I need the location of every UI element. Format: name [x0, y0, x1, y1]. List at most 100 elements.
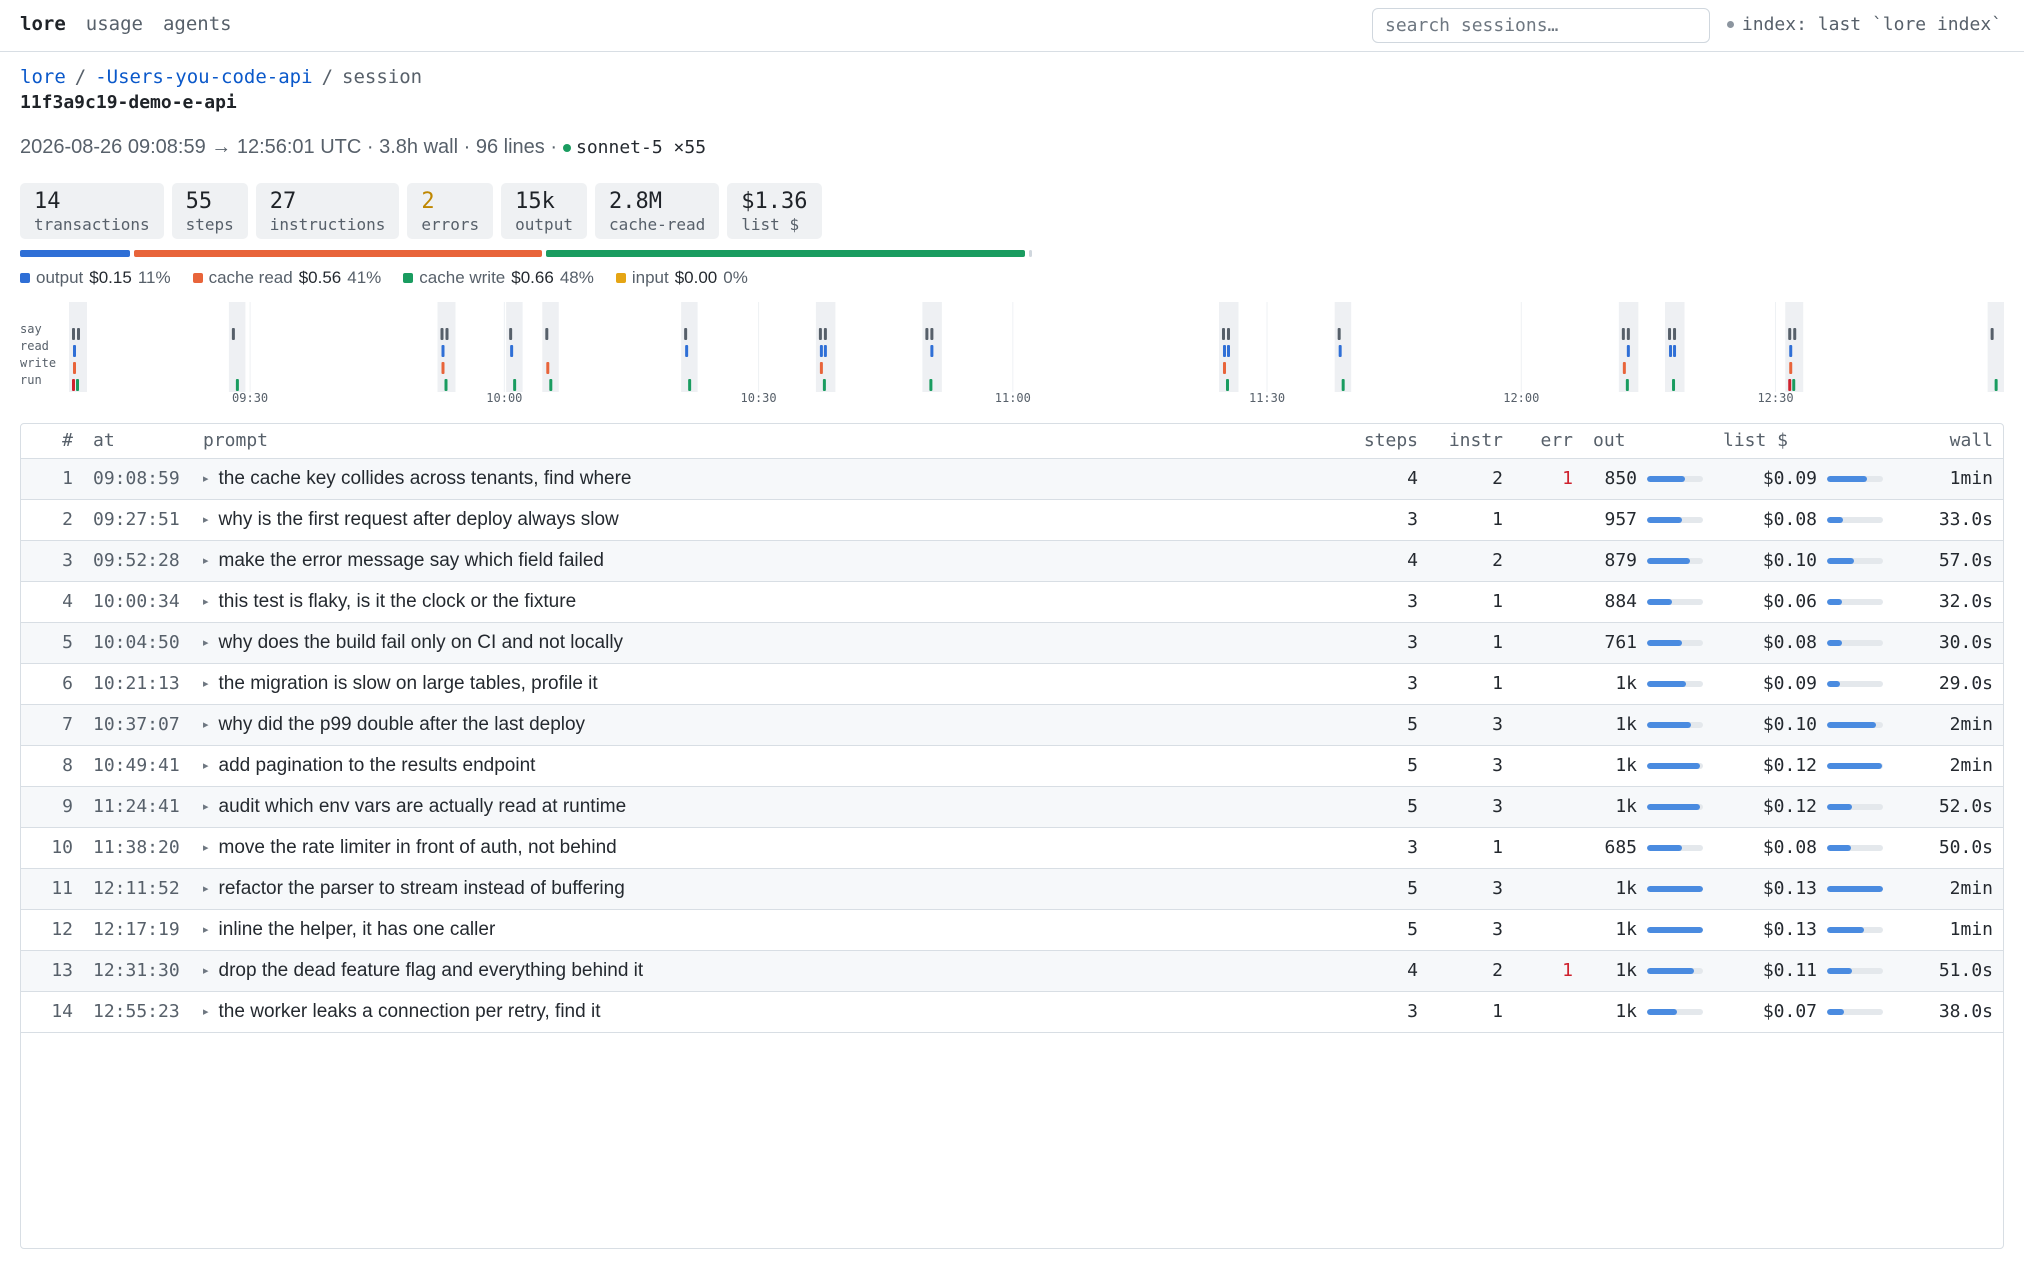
row-steps: 5 [1343, 704, 1428, 746]
row-prompt: why is the first request after deploy al… [218, 508, 619, 530]
search-input[interactable] [1372, 8, 1710, 43]
timeline-transaction-band[interactable] [228, 302, 246, 392]
timeline-tick-label: 12:00 [1503, 391, 1539, 405]
table-row[interactable]: 6 10:21:13 ▸ the migration is slow on large… [21, 663, 2003, 705]
expand-caret-icon[interactable]: ▸ [203, 513, 209, 526]
row-err [1513, 868, 1583, 910]
row-prompt-cell[interactable]: ▸ why does the build fail only on CI and … [193, 622, 1343, 664]
table-row[interactable]: 12 12:17:19 ▸ inline the helper, it has one… [21, 909, 2003, 951]
breadcrumb-root[interactable]: lore [20, 66, 66, 88]
stat-value: 2.8M [608, 189, 662, 214]
timeline-mark-say [925, 328, 929, 340]
timeline-transaction-band[interactable] [1785, 302, 1804, 392]
expand-caret-icon[interactable]: ▸ [203, 677, 209, 690]
row-out-cell: 884 [1583, 581, 1713, 623]
col-header-wall[interactable]: wall [1893, 424, 2003, 459]
nav-link-usage[interactable]: usage [85, 13, 143, 35]
legend-name: input [631, 268, 669, 287]
table-row[interactable]: 3 09:52:28 ▸ make the error message say whi… [21, 540, 2003, 582]
col-header-prompt[interactable]: prompt [193, 424, 1343, 459]
expand-caret-icon[interactable]: ▸ [203, 841, 209, 854]
table-row[interactable]: 8 10:49:41 ▸ add pagination to the results … [21, 745, 2003, 787]
expand-caret-icon[interactable]: ▸ [203, 595, 209, 608]
expand-caret-icon[interactable]: ▸ [203, 636, 209, 649]
expand-caret-icon[interactable]: ▸ [203, 1005, 209, 1018]
table-row[interactable]: 13 12:31:30 ▸ drop the dead feature flag an… [21, 950, 2003, 992]
row-prompt-cell[interactable]: ▸ why is the first request after deploy a… [193, 499, 1343, 541]
expand-caret-icon[interactable]: ▸ [203, 882, 209, 895]
legend-pct: 41% [347, 268, 382, 287]
expand-caret-icon[interactable]: ▸ [203, 472, 209, 485]
table-row[interactable]: 2 09:27:51 ▸ why is the first request after… [21, 499, 2003, 541]
col-header-list-cost[interactable]: list $ [1713, 424, 1893, 459]
cost-bar-fill [1827, 557, 1854, 564]
col-header-at[interactable]: at [83, 424, 193, 459]
row-time: 10:37:07 [83, 704, 193, 746]
row-index: 13 [21, 950, 83, 992]
row-prompt-cell[interactable]: ▸ the migration is slow on large tables, … [193, 663, 1343, 705]
timeline-mark-read [1226, 345, 1230, 357]
top-bar: lore usage agents index: last `lore inde… [0, 0, 2024, 52]
stat-value: 55 [185, 189, 213, 214]
expand-caret-icon[interactable]: ▸ [203, 718, 209, 731]
row-out: 1k [1615, 960, 1637, 981]
stat-label: transactions [34, 215, 150, 234]
row-prompt-cell[interactable]: ▸ why did the p99 double after the last d… [193, 704, 1343, 746]
row-prompt-cell[interactable]: ▸ the worker leaks a connection per retry… [193, 991, 1343, 1033]
col-header-out[interactable]: out [1583, 424, 1713, 459]
row-prompt-cell[interactable]: ▸ this test is flaky, is it the clock or … [193, 581, 1343, 623]
row-err [1513, 622, 1583, 664]
row-wall: 1min [1893, 458, 2003, 500]
row-out: 1k [1615, 673, 1637, 694]
row-cost-cell: $0.10 [1713, 704, 1893, 746]
timeline-transaction-band[interactable] [1987, 302, 2004, 392]
row-prompt-cell[interactable]: ▸ refactor the parser to stream instead o… [193, 868, 1343, 910]
table-row[interactable]: 10 11:38:20 ▸ move the rate limiter in fron… [21, 827, 2003, 869]
breadcrumb-project[interactable]: -Users-you-code-api [95, 66, 313, 88]
expand-caret-icon[interactable]: ▸ [203, 923, 209, 936]
table-row[interactable]: 14 12:55:23 ▸ the worker leaks a connection… [21, 991, 2003, 1033]
nav-link-agents[interactable]: agents [162, 13, 232, 35]
table-row[interactable]: 9 11:24:41 ▸ audit which env vars are actua… [21, 786, 2003, 828]
timeline-transaction-band[interactable] [69, 302, 87, 392]
expand-caret-icon[interactable]: ▸ [203, 759, 209, 772]
timeline-transaction-band[interactable] [542, 302, 559, 392]
row-prompt-cell[interactable]: ▸ add pagination to the results endpoint [193, 745, 1343, 787]
row-prompt-cell[interactable]: ▸ move the rate limiter in front of auth,… [193, 827, 1343, 869]
row-out-cell: 850 [1583, 458, 1713, 500]
col-header-steps[interactable]: steps [1343, 424, 1428, 459]
legend-name: cache write [419, 268, 506, 287]
table-row[interactable]: 1 09:08:59 ▸ the cache key collides across … [21, 458, 2003, 500]
table-row[interactable]: 5 10:04:50 ▸ why does the build fail only o… [21, 622, 2003, 664]
nav-brand-lore[interactable]: lore [20, 13, 66, 35]
row-prompt-cell[interactable]: ▸ audit which env vars are actually read … [193, 786, 1343, 828]
cost-bar-fill [1827, 803, 1852, 810]
legend-pct: 48% [559, 268, 594, 287]
timeline-mark-read [510, 345, 514, 357]
timeline-transaction-band[interactable] [437, 302, 456, 392]
timeline-mark-write [441, 362, 445, 374]
row-prompt-cell[interactable]: ▸ make the error message say which field … [193, 540, 1343, 582]
timeline-mark-write [1789, 362, 1793, 374]
row-prompt-cell[interactable]: ▸ the cache key collides across tenants, … [193, 458, 1343, 500]
timeline-transaction-band[interactable] [506, 302, 523, 392]
table-row[interactable]: 4 10:00:34 ▸ this test is flaky, is it the … [21, 581, 2003, 623]
out-bar-track [1647, 516, 1703, 523]
table-row[interactable]: 11 12:11:52 ▸ refactor the parser to stream… [21, 868, 2003, 910]
timeline-transaction-band[interactable] [681, 302, 698, 392]
expand-caret-icon[interactable]: ▸ [203, 554, 209, 567]
row-index: 9 [21, 786, 83, 828]
cost-bar-track [1827, 475, 1883, 482]
col-header-index[interactable]: # [21, 424, 83, 459]
table-row[interactable]: 7 10:37:07 ▸ why did the p99 double after t… [21, 704, 2003, 746]
expand-caret-icon[interactable]: ▸ [203, 964, 209, 977]
expand-caret-icon[interactable]: ▸ [203, 800, 209, 813]
col-header-err[interactable]: err [1513, 424, 1583, 459]
row-prompt-cell[interactable]: ▸ drop the dead feature flag and everythi… [193, 950, 1343, 992]
row-time: 11:38:20 [83, 827, 193, 869]
timeline-transaction-band[interactable] [1334, 302, 1352, 392]
row-prompt-cell[interactable]: ▸ inline the helper, it has one caller [193, 909, 1343, 951]
row-out: 1k [1615, 796, 1637, 817]
cost-bar-track [1827, 721, 1883, 728]
col-header-instr[interactable]: instr [1428, 424, 1513, 459]
